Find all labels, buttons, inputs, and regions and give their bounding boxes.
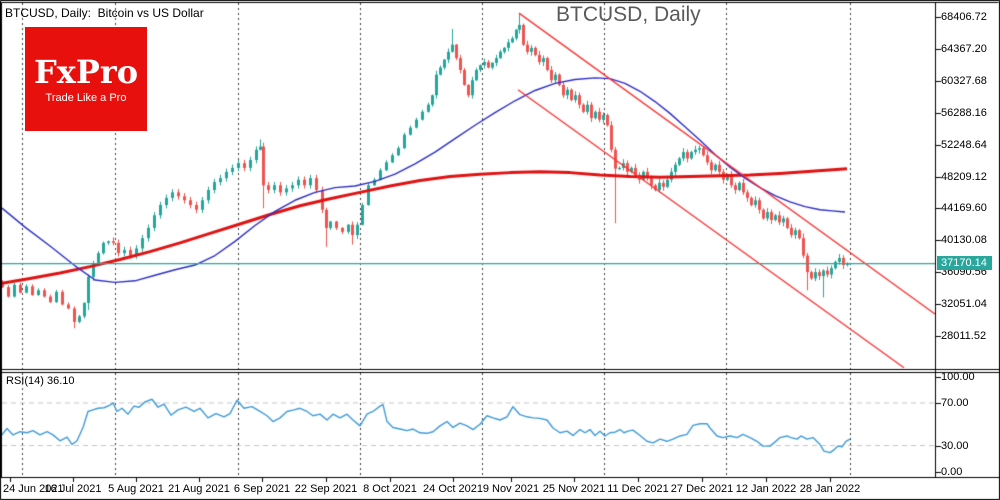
fxpro-logo: FxPro Trade Like a Pro bbox=[25, 27, 147, 131]
chart-title: BTCUSD, Daily bbox=[556, 3, 701, 26]
current-price-tag: 37170.14 bbox=[937, 256, 992, 270]
rsi-indicator-label: RSI(14) 36.10 bbox=[6, 375, 75, 387]
logo-tagline-text: Trade Like a Pro bbox=[45, 91, 127, 104]
logo-brand-text: FxPro bbox=[33, 52, 139, 91]
symbol-label: BTCUSD, Daily: Bitcoin vs US Dollar bbox=[5, 6, 204, 20]
